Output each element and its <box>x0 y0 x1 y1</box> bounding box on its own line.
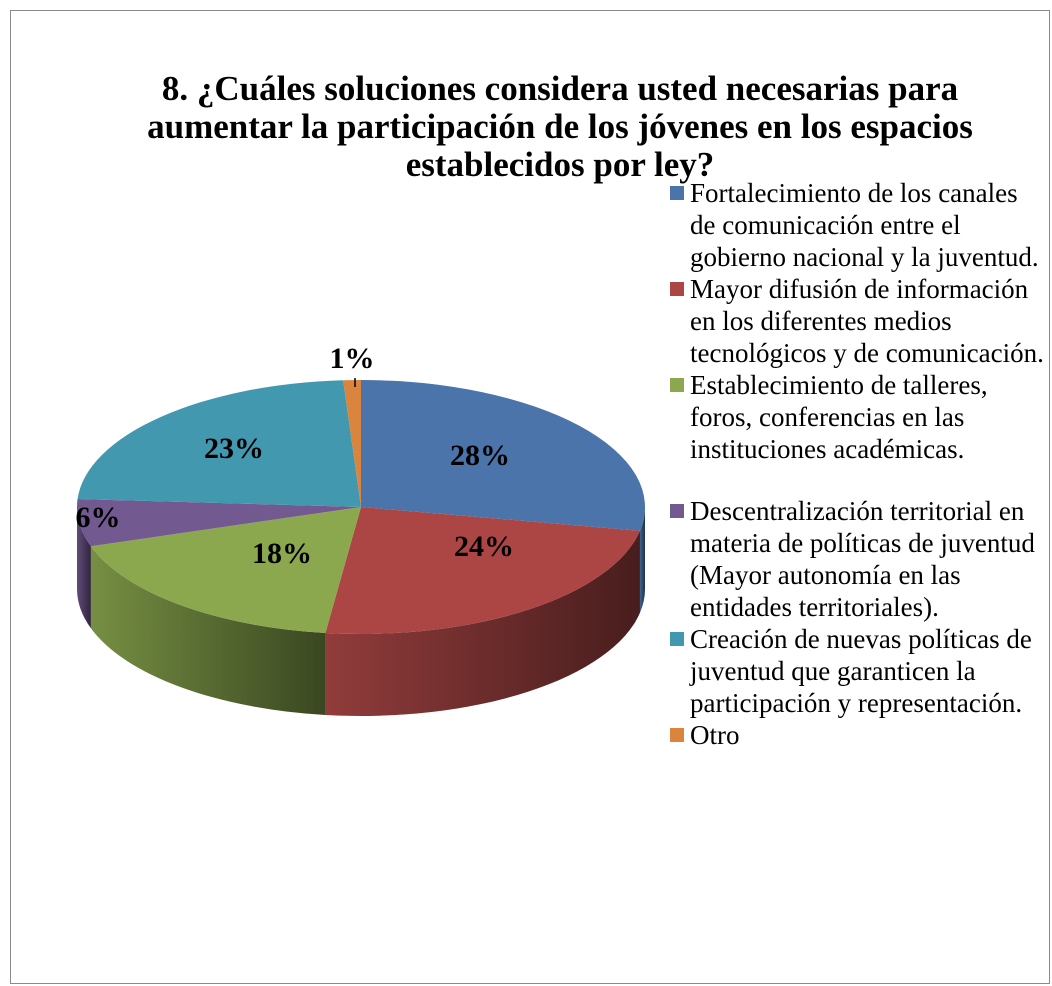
pie-slice-1 <box>325 507 640 635</box>
pie-side-2 <box>90 546 326 715</box>
legend-item-establecimiento: Establecimiento de talleres, foros, conf… <box>668 369 1048 465</box>
legend-label: Fortalecimiento de los canales de comuni… <box>690 178 1039 272</box>
legend-swatch <box>670 728 684 742</box>
chart-legend: Fortalecimiento de los canales de comuni… <box>668 177 1048 751</box>
data-label-2: 18% <box>252 537 312 570</box>
legend-label: Descentralización territorial en materia… <box>690 496 1035 622</box>
pie-slice-5 <box>343 380 361 507</box>
legend-swatch <box>670 504 684 518</box>
legend-item-mayor-difusion: Mayor difusión de información en los dif… <box>668 273 1048 369</box>
legend-swatch <box>670 186 684 200</box>
pie-slice-0 <box>361 380 646 531</box>
data-label-3: 6% <box>76 501 121 534</box>
legend-label: Establecimiento de talleres, foros, conf… <box>690 370 988 464</box>
legend-item-otro: Otro <box>668 719 1048 751</box>
pie-side-3 <box>77 507 91 629</box>
legend-item-descentralizacion: Descentralización territorial en materia… <box>668 495 1048 623</box>
legend-label: Otro <box>690 720 740 750</box>
data-label-1: 24% <box>454 530 514 563</box>
pie-slice-2 <box>90 507 361 633</box>
legend-item-creacion: Creación de nuevas políticas de juventud… <box>668 623 1048 719</box>
pie-slice-4 <box>77 380 361 507</box>
legend-label: Mayor difusión de información en los dif… <box>690 274 1044 368</box>
data-label-4: 23% <box>204 432 264 465</box>
legend-item-fortalecimiento: Fortalecimiento de los canales de comuni… <box>668 177 1048 273</box>
chart-title: 8. ¿Cuáles soluciones considera usted ne… <box>147 69 973 184</box>
legend-swatch <box>670 378 684 392</box>
legend-swatch <box>670 282 684 296</box>
legend-label: Creación de nuevas políticas de juventud… <box>690 624 1032 718</box>
pie-slice-3 <box>76 499 361 547</box>
legend-swatch <box>670 632 684 646</box>
data-label-0: 28% <box>450 439 510 472</box>
data-label-5: 1% <box>330 342 375 375</box>
pie-side-1 <box>325 530 640 717</box>
pie-side-0 <box>639 507 645 613</box>
